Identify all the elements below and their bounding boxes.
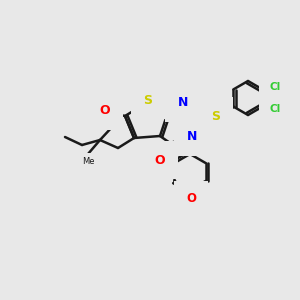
- Text: Me: Me: [82, 157, 94, 166]
- Text: O: O: [186, 193, 196, 206]
- Text: O: O: [155, 154, 165, 166]
- Text: O: O: [100, 104, 110, 118]
- Text: S: S: [212, 110, 220, 122]
- Text: N: N: [187, 130, 197, 143]
- Text: S: S: [143, 94, 152, 106]
- Text: Cl: Cl: [269, 103, 280, 113]
- Text: N: N: [178, 97, 188, 110]
- Text: Cl: Cl: [269, 82, 280, 92]
